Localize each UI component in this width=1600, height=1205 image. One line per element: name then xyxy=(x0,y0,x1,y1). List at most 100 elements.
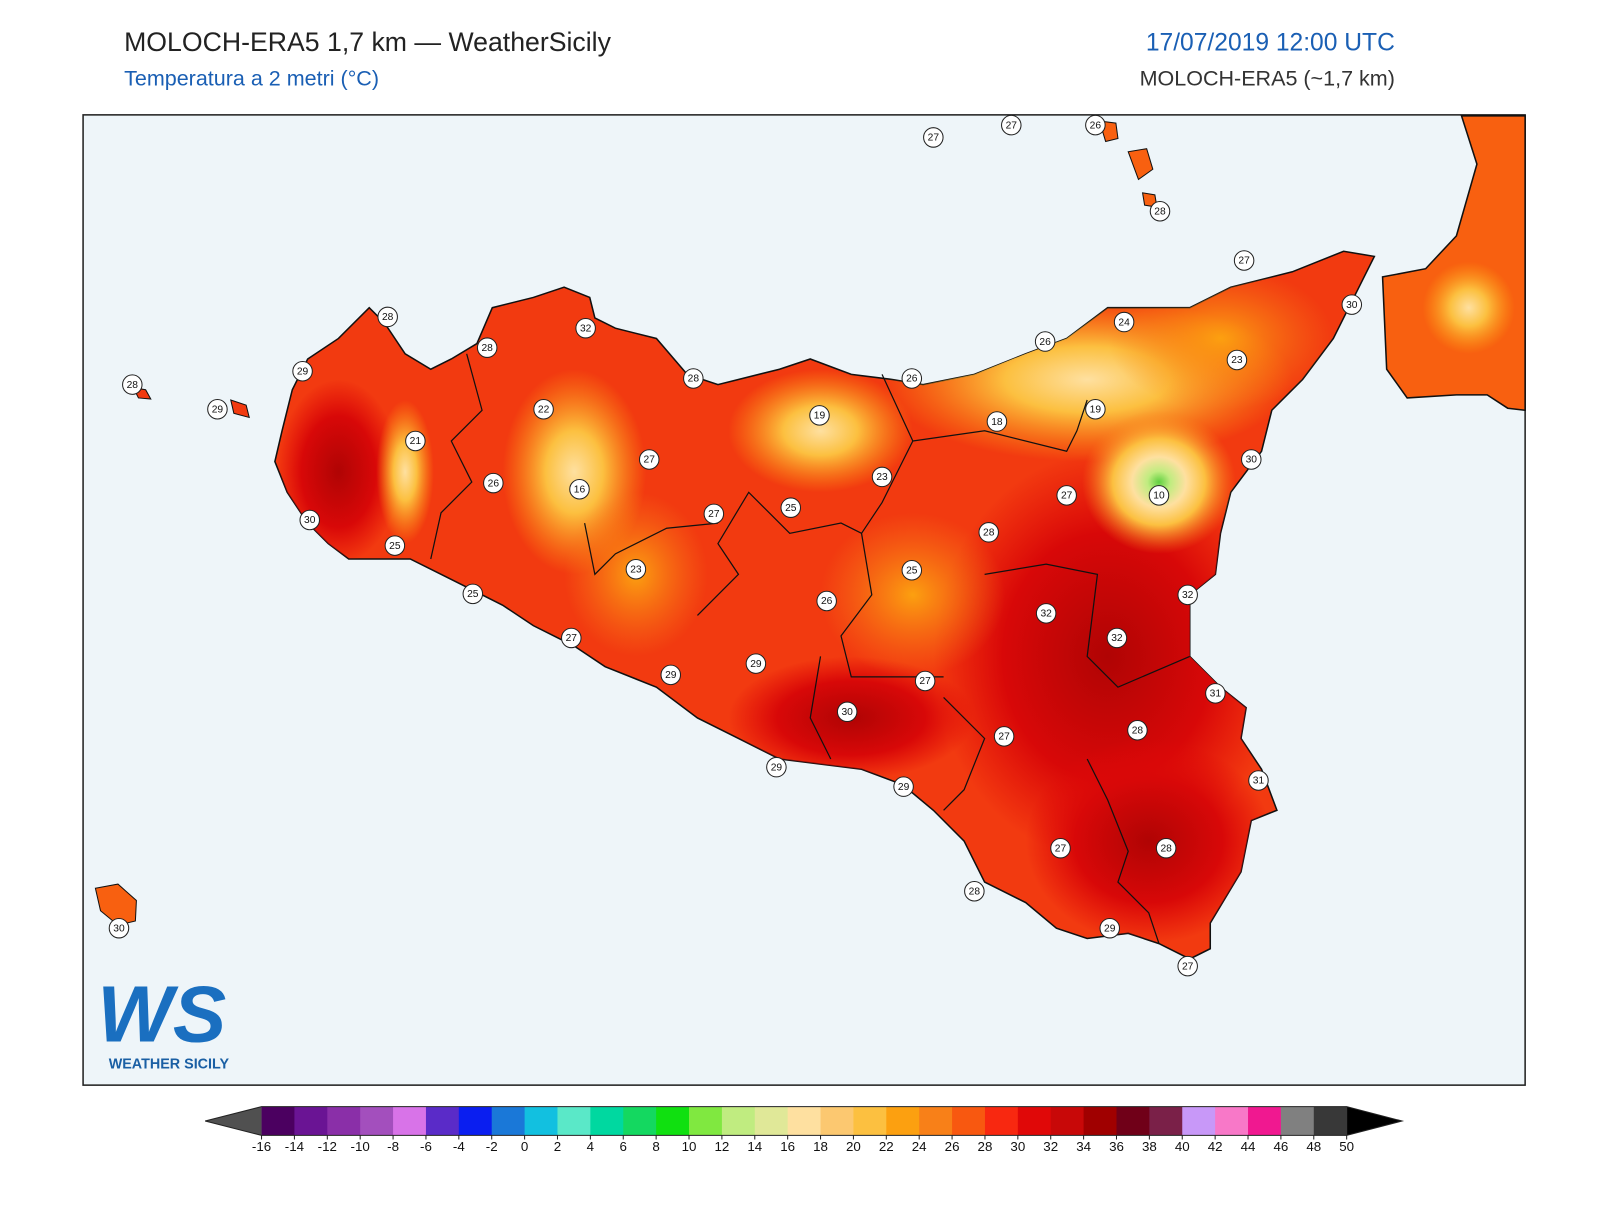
station-marker xyxy=(561,627,582,649)
station-value: 28 xyxy=(127,380,139,391)
colorbar-swatch xyxy=(1280,1106,1315,1136)
colorbar-tick-label: 50 xyxy=(1339,1139,1354,1154)
colorbar-tick-label: 44 xyxy=(1241,1139,1256,1154)
station-marker xyxy=(993,726,1015,747)
colorbar-under xyxy=(205,1106,262,1136)
colorbar-tick-label: 34 xyxy=(1076,1139,1091,1154)
station-value: 28 xyxy=(969,886,981,897)
colorbar-swatch xyxy=(590,1106,624,1136)
station-marker xyxy=(923,127,944,148)
station-value: 31 xyxy=(1253,776,1265,787)
station-value: 25 xyxy=(906,565,918,576)
colorbar-tick-label: 36 xyxy=(1109,1139,1124,1154)
station-value: 30 xyxy=(841,707,853,718)
calabria-warm xyxy=(1422,261,1515,354)
station-value: 19 xyxy=(1090,404,1102,415)
station-value: 28 xyxy=(1132,725,1144,736)
station-marker xyxy=(1035,603,1057,624)
logo-mark: WS xyxy=(97,970,226,1059)
colorbar-tick-label: -8 xyxy=(387,1139,399,1154)
station-marker xyxy=(122,374,143,395)
colorbar-tick-label: 10 xyxy=(682,1139,697,1154)
temperature-field xyxy=(276,266,1334,944)
colorbar-tick-label: 4 xyxy=(587,1139,595,1154)
station-value: 18 xyxy=(991,417,1003,428)
station-marker xyxy=(1241,449,1262,470)
station-value: 10 xyxy=(1153,491,1165,502)
station-value: 27 xyxy=(1182,961,1194,972)
colorbar-tick-label: 20 xyxy=(846,1139,861,1154)
colorbar-over xyxy=(1346,1106,1403,1136)
colorbar-swatch xyxy=(721,1106,756,1136)
colorbar-swatch xyxy=(853,1106,887,1136)
colorbar-swatch xyxy=(1215,1106,1249,1136)
station-value: 23 xyxy=(876,472,888,483)
station-marker xyxy=(1341,294,1363,315)
colorbar-tick-label: 46 xyxy=(1273,1139,1288,1154)
station-marker xyxy=(703,503,725,525)
colorbar-tick-label: 0 xyxy=(521,1139,528,1154)
colorbar-swatch xyxy=(1017,1106,1052,1136)
station-marker xyxy=(1113,311,1135,333)
station-value: 32 xyxy=(1182,590,1194,601)
station-value: 28 xyxy=(1154,206,1166,217)
station-marker xyxy=(1177,955,1198,977)
colorbar-swatch xyxy=(557,1106,591,1136)
station-value: 25 xyxy=(389,541,401,552)
station-value: 25 xyxy=(467,589,479,600)
colorbar-tick-label: -4 xyxy=(453,1139,465,1154)
station-marker xyxy=(1127,719,1148,741)
subtitle: Temperatura a 2 metri (°C) xyxy=(124,67,379,91)
station-value: 28 xyxy=(983,528,995,539)
colorbar-tick-label: 18 xyxy=(813,1139,828,1154)
colorbar-swatch xyxy=(1149,1106,1183,1136)
station-marker xyxy=(901,559,923,581)
logo-name: WEATHER SICILY xyxy=(109,1056,230,1072)
station-marker xyxy=(816,590,837,612)
station-value: 32 xyxy=(1111,633,1123,644)
station-value: 26 xyxy=(1039,337,1051,348)
station-marker xyxy=(569,478,590,500)
colorbar-tick-label: 38 xyxy=(1142,1139,1157,1154)
colorbar-tick-label: 40 xyxy=(1175,1139,1190,1154)
station-value: 28 xyxy=(1160,843,1172,854)
station-value: 19 xyxy=(814,411,826,422)
station-value: 30 xyxy=(1246,455,1258,466)
station-value: 29 xyxy=(297,366,309,377)
station-marker xyxy=(780,497,802,518)
station-marker xyxy=(1085,114,1106,136)
station-value: 26 xyxy=(1090,120,1102,131)
station-marker xyxy=(836,701,858,723)
station-marker xyxy=(533,398,554,420)
colorbar-swatch xyxy=(491,1106,526,1136)
station-value: 29 xyxy=(750,659,762,670)
station-value: 25 xyxy=(785,503,797,514)
station-marker xyxy=(1177,584,1198,606)
colorbar-tick-label: 28 xyxy=(978,1139,993,1154)
island xyxy=(1127,148,1154,181)
colorbar-swatch xyxy=(1182,1106,1216,1136)
station-value: 26 xyxy=(821,596,833,607)
colorbar-tick-label: 42 xyxy=(1208,1139,1223,1154)
station-marker xyxy=(299,509,320,531)
station-value: 30 xyxy=(113,923,125,934)
station-value: 29 xyxy=(771,762,783,773)
colorbar-tick-label: 6 xyxy=(620,1139,627,1154)
station-marker xyxy=(964,881,985,902)
station-marker xyxy=(1149,201,1171,222)
colorbar-swatch xyxy=(1248,1106,1282,1136)
datetime: 17/07/2019 12:00 UTC xyxy=(1146,30,1395,57)
station-value: 30 xyxy=(304,515,316,526)
station-value: 27 xyxy=(928,133,940,144)
station-marker xyxy=(405,430,426,452)
colorbar-swatch xyxy=(458,1106,493,1136)
station-marker xyxy=(207,398,228,420)
station-value: 27 xyxy=(644,455,656,466)
station-marker xyxy=(1034,331,1056,352)
colorbar-swatch xyxy=(425,1106,460,1136)
station-marker xyxy=(660,664,682,686)
station-value: 27 xyxy=(1006,120,1018,131)
station-marker xyxy=(625,558,647,580)
station-marker xyxy=(1056,485,1077,506)
station-value: 29 xyxy=(898,782,910,793)
